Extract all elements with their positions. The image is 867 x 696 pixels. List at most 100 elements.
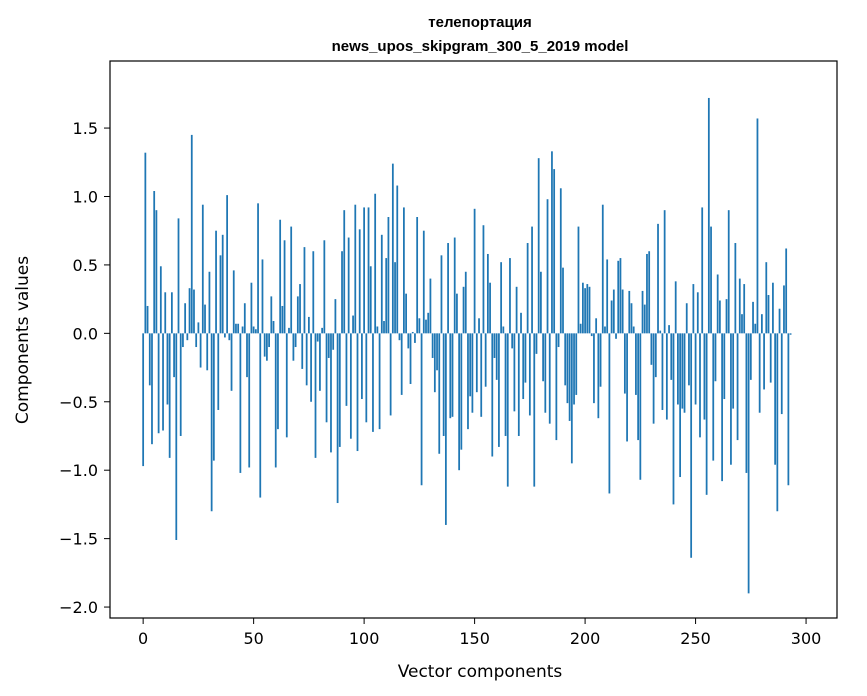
bar-133 — [436, 333, 438, 371]
bar-215 — [617, 260, 620, 334]
bar-155 — [484, 333, 487, 387]
bar-254 — [703, 333, 706, 420]
bar-223 — [635, 333, 637, 395]
bar-132 — [433, 333, 436, 393]
bar-150 — [473, 208, 476, 334]
chart-title-line-1: телепортация — [428, 14, 531, 31]
bar-46 — [243, 303, 246, 334]
bar-20 — [186, 333, 189, 341]
bar-17 — [179, 333, 182, 436]
bar-117 — [400, 333, 403, 395]
bar-280 — [760, 314, 763, 334]
bar-35 — [219, 255, 222, 334]
bar-110 — [385, 258, 388, 334]
bar-161 — [498, 333, 500, 447]
bar-8 — [159, 266, 162, 334]
bar-65 — [285, 333, 288, 438]
bar-172 — [522, 333, 525, 400]
chart-title-line-2: news_upos_skipgram_300_5_2019 model — [332, 38, 629, 55]
bar-90 — [341, 251, 343, 334]
bar-108 — [380, 234, 383, 334]
bar-241 — [674, 281, 677, 334]
bar-76 — [310, 333, 312, 402]
bar-57 — [268, 333, 270, 348]
bar-171 — [520, 312, 522, 334]
bar-33 — [215, 230, 217, 334]
bar-217 — [621, 289, 624, 334]
bar-79 — [316, 333, 319, 342]
x-tick-label: 100 — [349, 629, 380, 648]
bar-156 — [486, 253, 489, 334]
bar-11 — [166, 333, 169, 405]
bar-225 — [639, 333, 642, 480]
bar-216 — [619, 258, 622, 334]
bar-190 — [562, 267, 564, 334]
bar-13 — [170, 292, 173, 334]
bar-41 — [232, 270, 235, 334]
bar-52 — [257, 203, 259, 334]
bar-290 — [783, 285, 785, 334]
bar-263 — [723, 333, 726, 400]
bar-189 — [559, 188, 562, 334]
bar-267 — [732, 333, 735, 409]
bar-12 — [168, 333, 171, 458]
y-tick-label: 1.5 — [73, 119, 98, 138]
bar-115 — [396, 185, 399, 334]
bar-69 — [294, 333, 297, 348]
bar-206 — [597, 333, 600, 419]
bar-266 — [730, 333, 732, 465]
bar-19 — [184, 303, 187, 334]
bar-39 — [228, 333, 231, 341]
bar-37 — [224, 333, 226, 338]
bar-260 — [716, 274, 719, 334]
bar-98 — [358, 229, 361, 334]
bar-25 — [197, 322, 200, 334]
bar-31 — [210, 333, 213, 512]
bar-232 — [654, 333, 657, 378]
bar-251 — [696, 292, 699, 334]
bar-38 — [226, 195, 228, 334]
bar-276 — [752, 301, 754, 334]
bar-series — [142, 97, 792, 594]
x-axis-label: Vector components — [398, 662, 563, 682]
bar-60 — [274, 333, 277, 468]
bar-109 — [383, 321, 385, 334]
x-tick-label: 300 — [791, 629, 822, 648]
bar-287 — [776, 333, 779, 512]
bar-272 — [743, 284, 746, 334]
bar-62 — [279, 219, 282, 334]
bar-148 — [469, 333, 472, 397]
bar-5 — [153, 191, 156, 334]
y-tick-label: −1.0 — [59, 461, 98, 480]
bar-195 — [573, 333, 575, 405]
bar-218 — [623, 333, 626, 394]
bar-24 — [195, 333, 198, 348]
bar-288 — [778, 308, 781, 334]
bar-34 — [217, 333, 220, 410]
bar-96 — [354, 204, 357, 334]
bar-269 — [736, 333, 739, 441]
bar-28 — [204, 304, 206, 334]
bar-3 — [148, 333, 151, 386]
bar-243 — [679, 333, 681, 478]
bar-205 — [595, 318, 598, 334]
bar-14 — [173, 333, 175, 378]
bar-119 — [405, 293, 407, 334]
bar-185 — [551, 151, 553, 334]
bar-153 — [480, 333, 483, 417]
bar-21 — [188, 288, 191, 334]
bar-283 — [767, 295, 770, 334]
bar-67 — [290, 226, 293, 334]
bar-292 — [787, 333, 790, 486]
bar-222 — [632, 326, 635, 334]
bar-22 — [190, 134, 193, 334]
bar-93 — [347, 237, 350, 334]
bar-265 — [727, 210, 730, 334]
bar-233 — [657, 223, 659, 334]
bar-72 — [301, 333, 304, 369]
bar-261 — [719, 300, 721, 334]
y-tick-label: 0.0 — [73, 324, 98, 343]
bar-152 — [478, 318, 480, 334]
bar-178 — [535, 333, 538, 354]
plot-area-frame — [109, 60, 838, 619]
